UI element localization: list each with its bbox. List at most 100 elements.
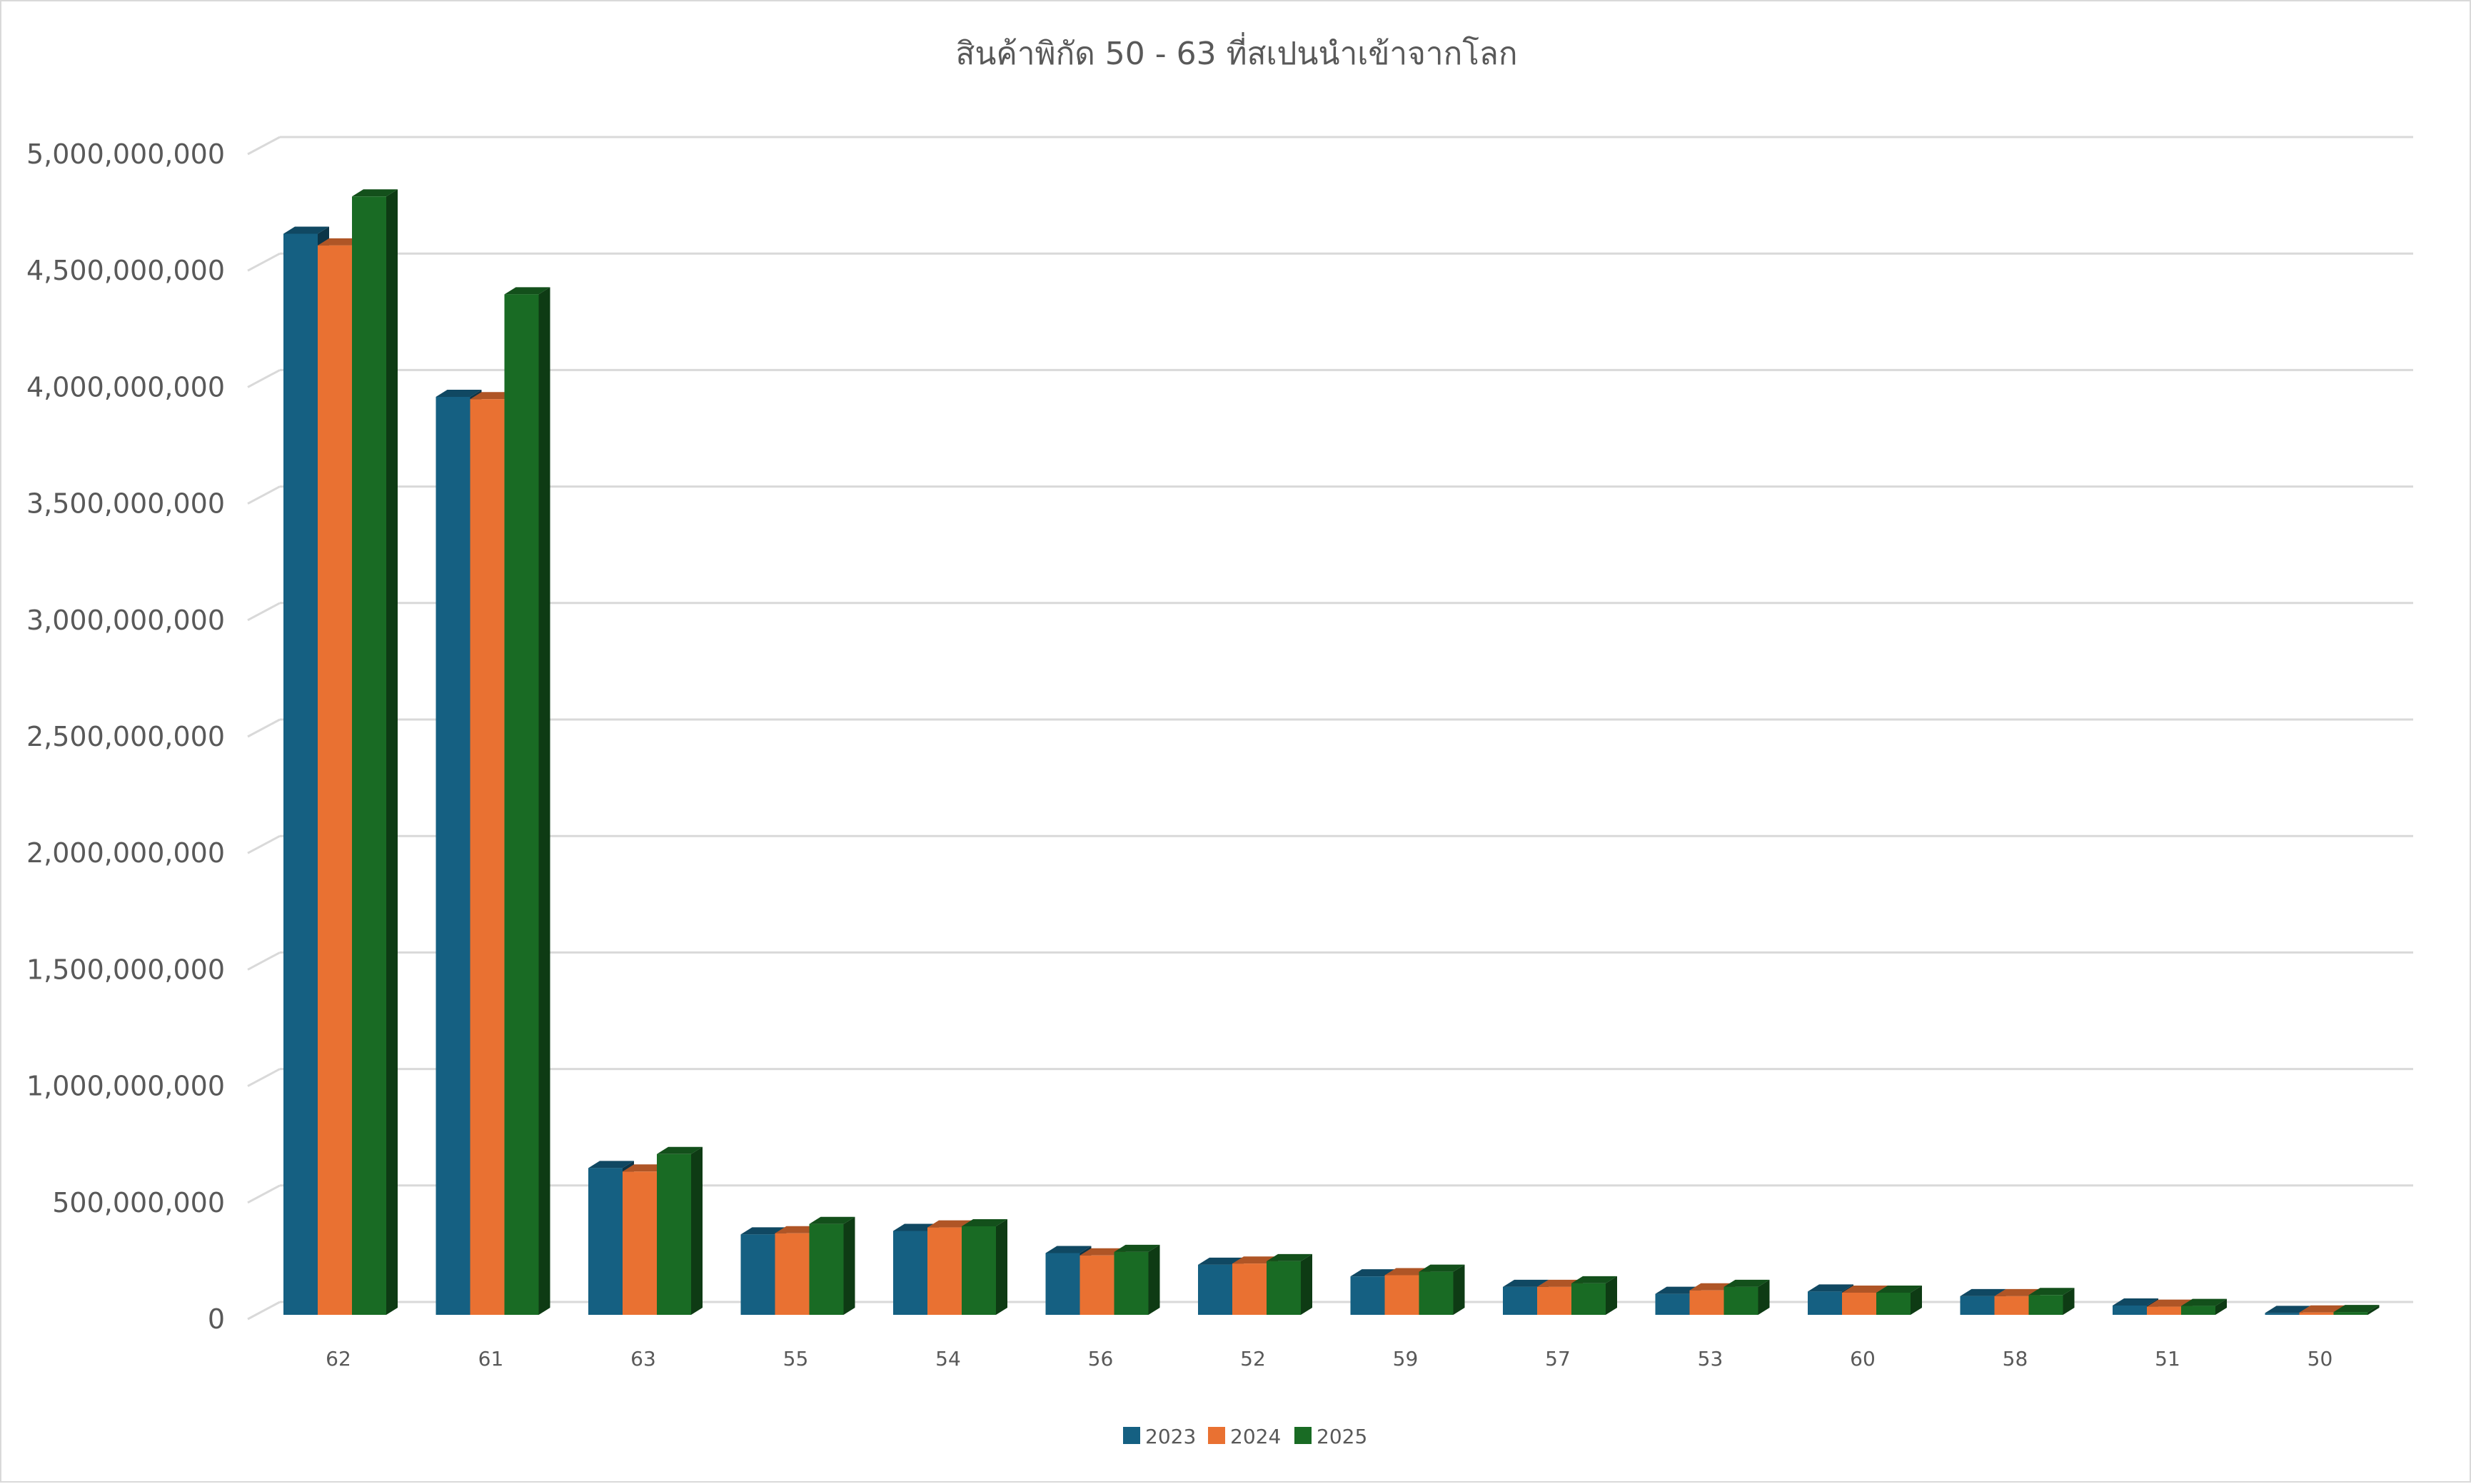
x-tick-label: 62 <box>326 1347 351 1371</box>
bar-front <box>1384 1275 1419 1315</box>
bar-top <box>962 1218 1007 1226</box>
bar-top <box>2113 1298 2158 1306</box>
bar-top <box>927 1220 973 1228</box>
x-tick-label: 53 <box>1698 1347 1723 1371</box>
bar-front <box>2333 1312 2368 1315</box>
y-tick-label: 5,000,000,000 <box>26 138 225 170</box>
bars <box>283 189 2380 1316</box>
bar-front <box>1689 1290 1724 1315</box>
bar-side <box>2367 1305 2380 1315</box>
legend: 2023 2024 2025 <box>1123 1425 1367 1448</box>
bar-top <box>809 1216 855 1224</box>
bar-front <box>2181 1306 2215 1315</box>
x-tick-label: 59 <box>1393 1347 1419 1371</box>
bar-side <box>996 1218 1007 1315</box>
bar-side <box>2215 1298 2227 1315</box>
bar-front <box>1419 1271 1454 1315</box>
bar-52-2025 <box>1267 1253 1312 1315</box>
x-tick-label: 61 <box>478 1347 504 1371</box>
bar-front <box>1655 1293 1690 1315</box>
bar-front <box>1571 1283 1606 1315</box>
bar-front <box>1723 1286 1758 1315</box>
bar-front <box>588 1168 623 1315</box>
bar-front <box>657 1154 691 1315</box>
x-axis-ticks: 62 61 63 55 54 56 52 59 57 53 60 58 51 50 <box>326 1347 2332 1371</box>
x-tick-label: 56 <box>1088 1347 1114 1371</box>
legend-item-2024: 2024 <box>1208 1425 1281 1448</box>
gridline-diagonal <box>247 1301 281 1321</box>
bar-front <box>1350 1276 1385 1315</box>
bar-front <box>2147 1306 2181 1315</box>
bar-front <box>2113 1305 2147 1315</box>
legend-label: 2024 <box>1230 1425 1281 1448</box>
bar-top <box>740 1227 787 1235</box>
bar-58-2025 <box>2028 1288 2075 1315</box>
bar-50-2025 <box>2333 1305 2380 1315</box>
bar-front <box>893 1231 927 1315</box>
y-tick-label: 4,000,000,000 <box>26 371 225 403</box>
bar-front <box>283 233 318 1315</box>
legend-swatch <box>1208 1427 1225 1444</box>
gridline-diagonal <box>247 834 281 854</box>
bar-front <box>318 245 352 1316</box>
bar-side <box>1606 1276 1617 1315</box>
bar-top <box>1267 1253 1312 1261</box>
bar-55-2025 <box>809 1216 855 1315</box>
bar-top <box>352 189 398 197</box>
bar-front <box>962 1226 996 1315</box>
x-tick-label: 55 <box>783 1347 809 1371</box>
bar-front <box>352 196 386 1315</box>
bar-54-2025 <box>962 1218 1007 1315</box>
bar-side <box>1758 1279 1770 1315</box>
bar-top <box>504 287 550 295</box>
bar-top <box>2299 1305 2345 1313</box>
bar-top <box>1114 1244 1160 1252</box>
bar-top <box>1994 1288 2040 1296</box>
bar-top <box>1876 1285 1922 1293</box>
bar-top <box>2028 1288 2075 1296</box>
bar-side <box>1148 1244 1160 1315</box>
x-tick-label: 50 <box>2308 1347 2333 1371</box>
legend-label: 2025 <box>1317 1425 1367 1448</box>
gridline-diagonal <box>247 369 281 388</box>
bar-front <box>1960 1296 1995 1315</box>
bar-top <box>1350 1269 1396 1277</box>
y-tick-label: 3,500,000,000 <box>26 488 225 520</box>
gridline-diagonal <box>247 718 281 738</box>
bar-top <box>1723 1279 1770 1287</box>
bar-top <box>1571 1276 1617 1283</box>
gridline-diagonal <box>247 952 281 971</box>
legend-swatch <box>1123 1427 1140 1444</box>
x-tick-label: 58 <box>2003 1347 2028 1371</box>
gridline-diagonal <box>247 1184 281 1204</box>
bar-front <box>1114 1251 1149 1315</box>
y-tick-label: 2,500,000,000 <box>26 721 225 752</box>
bar-top <box>1045 1246 1092 1253</box>
x-tick-label: 63 <box>630 1347 656 1371</box>
bar-front <box>1842 1292 1876 1315</box>
bar-front <box>1198 1264 1232 1315</box>
bar-front <box>2299 1312 2334 1315</box>
bar-top <box>657 1146 703 1154</box>
x-tick-label: 57 <box>1545 1347 1571 1371</box>
bar-side <box>1911 1285 1922 1315</box>
bar-front <box>775 1233 810 1315</box>
bar-front <box>927 1227 962 1315</box>
bar-front <box>1808 1291 1842 1315</box>
bar-front <box>623 1171 657 1315</box>
gridline-diagonal <box>247 602 281 622</box>
bar-top <box>1842 1285 1888 1293</box>
bar-front <box>1994 1296 2029 1315</box>
bar-side <box>386 189 398 1315</box>
bar-57-2025 <box>1571 1276 1617 1315</box>
x-tick-label: 52 <box>1240 1347 1266 1371</box>
x-tick-label: 54 <box>935 1347 961 1371</box>
bar-top <box>2147 1299 2193 1307</box>
bar-front <box>1537 1286 1571 1315</box>
bar-top <box>2265 1306 2311 1313</box>
gridlines <box>247 136 2413 1321</box>
bar-front <box>470 399 505 1315</box>
x-tick-label: 60 <box>1850 1347 1876 1371</box>
bar-front <box>1876 1292 1911 1315</box>
